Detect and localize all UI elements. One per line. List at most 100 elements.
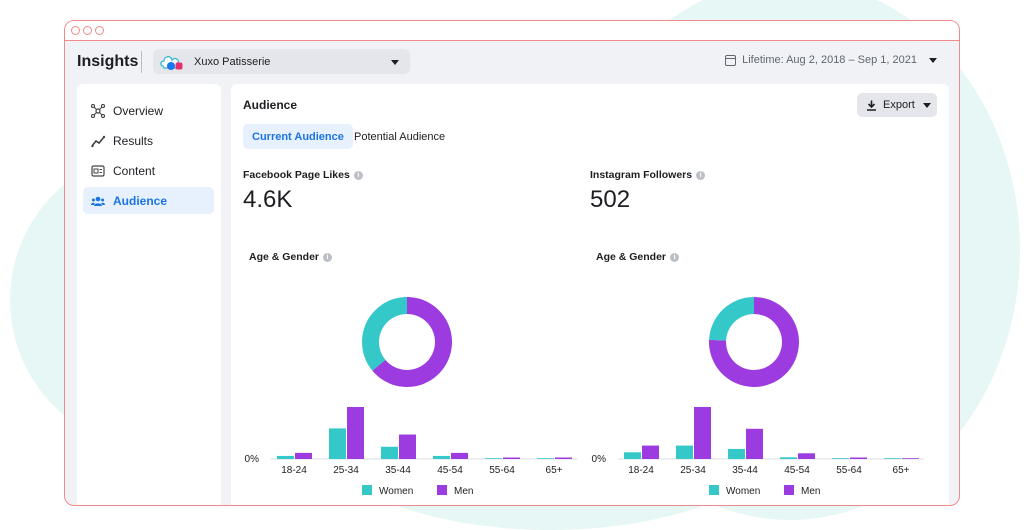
window-titlebar [65,21,959,41]
metric-label-text: Facebook Page Likes [243,169,350,181]
bar-men-18-24 [642,445,659,459]
x-tick-label: 35-44 [385,465,411,476]
export-button[interactable]: Export [857,93,937,117]
bar-women-65+ [537,458,554,459]
legend-swatch-men [437,485,447,495]
sidebar-item-content[interactable]: Content [83,157,214,184]
overview-icon [91,103,105,118]
calendar-icon [725,54,737,66]
sidebar-item-label: Results [113,133,154,148]
x-tick-label: 55-64 [489,465,515,476]
header-divider [141,51,142,73]
bar-women-18-24 [277,455,294,459]
date-range-label: Lifetime: Aug 2, 2018 – Sep 1, 2021 [742,54,917,66]
page-avatar-icon [160,56,183,70]
x-tick-label: 45-54 [437,465,463,476]
legend-label-men: Men [454,486,473,497]
donut-slice-men [372,297,452,387]
bar-women-45-54 [780,457,797,459]
sidebar-item-overview[interactable]: Overview [83,97,214,124]
bar-men-25-34 [694,407,711,459]
y-tick-label: 0% [592,454,607,465]
y-tick-label: 0% [245,454,260,465]
x-tick-label: 45-54 [784,465,810,476]
app-title: Insights [77,53,139,70]
metric-label-instagram-followers: Instagram Followers i [590,169,706,181]
bar-women-65+ [884,458,901,459]
metric-value-page-likes: 4.6K [243,186,293,213]
x-tick-label: 18-24 [281,465,307,476]
bar-women-25-34 [676,445,693,459]
window-minimize-dot[interactable] [83,26,92,35]
sidebar-item-results[interactable]: Results [83,127,214,154]
age-gender-chart-facebook: 0%18-2425-3435-4445-5455-6465+Women36%Me… [245,297,577,497]
audience-icon [91,194,105,208]
download-icon [867,100,876,111]
info-icon[interactable]: i [353,170,363,180]
sidebar-item-label: Content [113,163,156,178]
legend-swatch-women [362,485,372,495]
chart-title-text: Age & Gender [249,251,320,263]
window-maximize-dot[interactable] [95,26,104,35]
bar-men-35-44 [746,428,763,459]
x-tick-label: 25-34 [333,465,359,476]
x-tick-label: 65+ [546,465,563,476]
bar-women-25-34 [329,428,346,459]
sidebar: Overview Results Content Audience [77,84,221,505]
info-icon[interactable]: i [323,252,333,262]
legend-swatch-women [709,485,719,495]
info-icon[interactable]: i [696,170,706,180]
bar-women-55-64 [832,458,849,459]
legend-label-women: Women [726,486,760,497]
legend-swatch-men [784,485,794,495]
legend-label-men: Men [801,486,820,497]
metric-label-text: Instagram Followers [590,169,693,181]
age-gender-chart-instagram: 0%18-2425-3435-4445-5455-6465+Women24.2%… [592,297,924,497]
x-tick-label: 55-64 [836,465,862,476]
page-name: Xuxo Patisserie [194,56,271,68]
sidebar-item-audience[interactable]: Audience [83,187,214,214]
donut-slice-women [362,297,407,371]
chevron-down-icon [922,102,931,108]
x-tick-label: 25-34 [680,465,706,476]
main-panel: Audience Export Current Audience Potenti… [231,84,949,505]
metric-label-page-likes: Facebook Page Likes i [243,169,363,181]
x-tick-label: 18-24 [628,465,654,476]
chevron-down-icon [391,60,399,65]
legend-label-women: Women [379,486,413,497]
results-icon [91,134,105,148]
bar-men-45-54 [451,452,468,459]
x-tick-label: 65+ [893,465,910,476]
tab-potential-audience[interactable]: Potential Audience [354,130,446,143]
bar-men-65+ [555,457,572,459]
bar-women-55-64 [485,458,502,459]
app-window: Insights Xuxo Patisserie Lifetime: Aug 2… [64,20,960,506]
bar-women-18-24 [624,452,641,459]
bar-men-55-64 [503,457,520,459]
bar-men-45-54 [798,453,815,459]
bar-men-55-64 [850,457,867,459]
chart-title-text: Age & Gender [596,251,667,263]
bar-women-35-44 [381,446,398,459]
bar-women-35-44 [728,448,745,459]
sidebar-item-label: Audience [113,193,168,208]
bar-men-65+ [902,458,919,459]
chart-title: Age & Gender i [596,251,680,263]
donut-slice-men [709,297,799,387]
bar-men-18-24 [295,452,312,459]
info-icon[interactable]: i [670,252,680,262]
sidebar-item-label: Overview [113,103,164,118]
tab-current-audience[interactable]: Current Audience [243,124,353,149]
export-label: Export [883,99,915,111]
x-tick-label: 35-44 [732,465,758,476]
page-selector[interactable]: Xuxo Patisserie [153,49,410,74]
bar-men-25-34 [347,407,364,459]
window-close-dot[interactable] [71,26,80,35]
metric-value-instagram-followers: 502 [590,186,631,213]
bar-men-35-44 [399,434,416,459]
date-range-picker[interactable]: Lifetime: Aug 2, 2018 – Sep 1, 2021 [725,54,937,66]
bar-women-45-54 [433,455,450,459]
chart-title: Age & Gender i [249,251,333,263]
chevron-down-icon [929,57,937,63]
donut-slice-women [709,297,754,341]
